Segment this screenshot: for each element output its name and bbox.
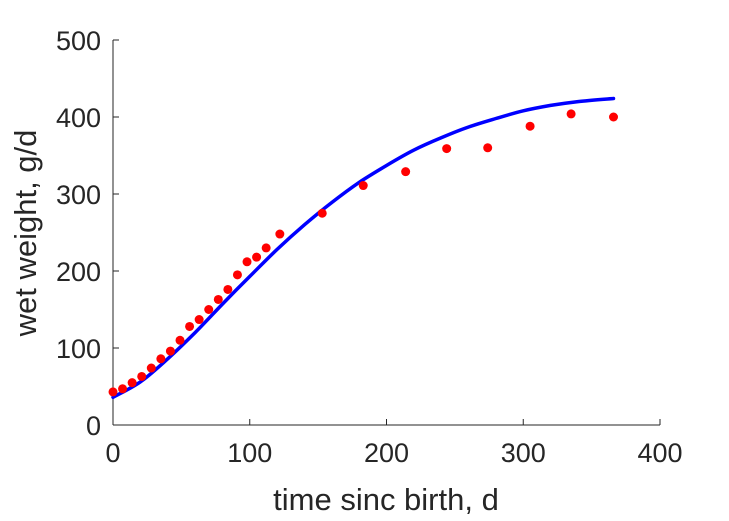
data-point <box>609 112 619 122</box>
data-point <box>165 346 175 356</box>
data-point <box>566 109 576 119</box>
y-tick-label: 0 <box>86 411 101 441</box>
ticks: 0 100 200 300 400 0 100 200 300 400 500 <box>56 26 683 468</box>
data-point <box>252 252 262 262</box>
y-tick-label: 300 <box>56 180 101 210</box>
y-tick-label: 200 <box>56 257 101 287</box>
data-point <box>108 387 118 397</box>
data-point <box>204 305 214 314</box>
y-tick-label: 400 <box>56 103 101 133</box>
axes <box>112 40 660 426</box>
y-tick-label: 500 <box>56 26 101 56</box>
data-point <box>275 229 285 239</box>
x-tick-label: 200 <box>364 438 409 468</box>
data-point <box>317 208 327 218</box>
data-point <box>194 315 204 325</box>
data-point <box>156 354 166 364</box>
x-tick-label: 300 <box>501 438 546 468</box>
data-point <box>242 257 252 267</box>
data-point <box>525 121 535 131</box>
data-point <box>358 181 368 191</box>
y-axis-label: wet weight, g/d <box>8 130 43 338</box>
x-tick-label: 0 <box>105 438 120 468</box>
data-point <box>483 143 493 153</box>
data-points-series <box>108 109 619 397</box>
data-point <box>175 335 185 345</box>
data-point <box>213 294 223 304</box>
fit-curve <box>111 96 616 400</box>
y-tick-label: 100 <box>56 334 101 364</box>
data-point <box>232 270 242 280</box>
x-tick-label: 400 <box>637 438 682 468</box>
data-point <box>223 284 233 294</box>
data-point <box>442 144 452 154</box>
data-point <box>185 321 195 331</box>
data-point <box>261 243 271 253</box>
data-point <box>401 167 411 177</box>
data-point <box>146 363 156 373</box>
data-point <box>127 378 137 388</box>
x-axis-label: time sinc birth, d <box>273 482 499 517</box>
data-point <box>137 371 147 381</box>
x-tick-label: 100 <box>227 438 272 468</box>
fit-curve-series <box>111 96 616 400</box>
data-point <box>118 384 128 394</box>
